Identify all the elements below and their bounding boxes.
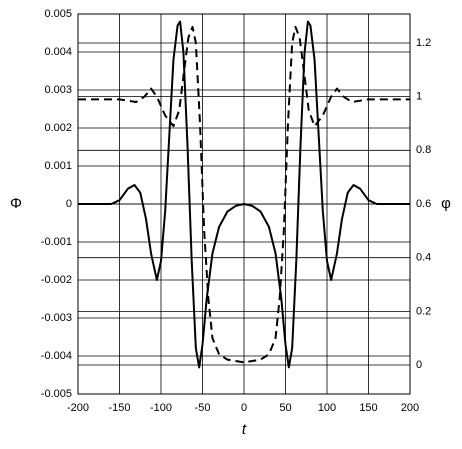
x-tick-label: -100 <box>150 402 172 414</box>
y-tick-label: 0.002 <box>44 122 72 134</box>
y-tick-label: -0.001 <box>41 236 72 248</box>
y-axis-label: Φ <box>10 195 22 212</box>
data-line <box>78 20 410 369</box>
y-tick-label: 0.004 <box>44 46 72 58</box>
y-tick-label: 0.005 <box>44 8 72 20</box>
y2-tick-label: 0.6 <box>416 198 431 210</box>
x-axis-label: t <box>242 421 247 438</box>
data-line <box>78 25 410 364</box>
y-tick-label: -0.005 <box>41 388 72 400</box>
y-tick-label: 0.001 <box>44 160 72 172</box>
x-tick-label: 50 <box>279 402 291 414</box>
y2-tick-label: 1.2 <box>416 37 431 49</box>
y2-tick-label: 1 <box>416 91 422 103</box>
y-tick-label: -0.003 <box>41 312 72 324</box>
y-tick-label: -0.004 <box>41 350 72 362</box>
x-tick-label: 100 <box>318 402 336 414</box>
y2-tick-label: 0 <box>416 359 422 371</box>
x-tick-label: -50 <box>195 402 211 414</box>
y2-tick-label: 0.4 <box>416 252 431 264</box>
x-tick-label: 200 <box>401 402 419 414</box>
x-tick-label: -200 <box>67 402 89 414</box>
y2-tick-label: 0.2 <box>416 305 431 317</box>
y-tick-label: -0.002 <box>41 274 72 286</box>
x-tick-label: 0 <box>241 402 247 414</box>
y-tick-label: 0 <box>66 198 72 210</box>
y2-tick-label: 0.8 <box>416 144 431 156</box>
y-tick-label: 0.003 <box>44 84 72 96</box>
x-tick-label: 150 <box>359 402 377 414</box>
y2-axis-label: φ <box>441 195 451 212</box>
x-tick-label: -150 <box>108 402 130 414</box>
